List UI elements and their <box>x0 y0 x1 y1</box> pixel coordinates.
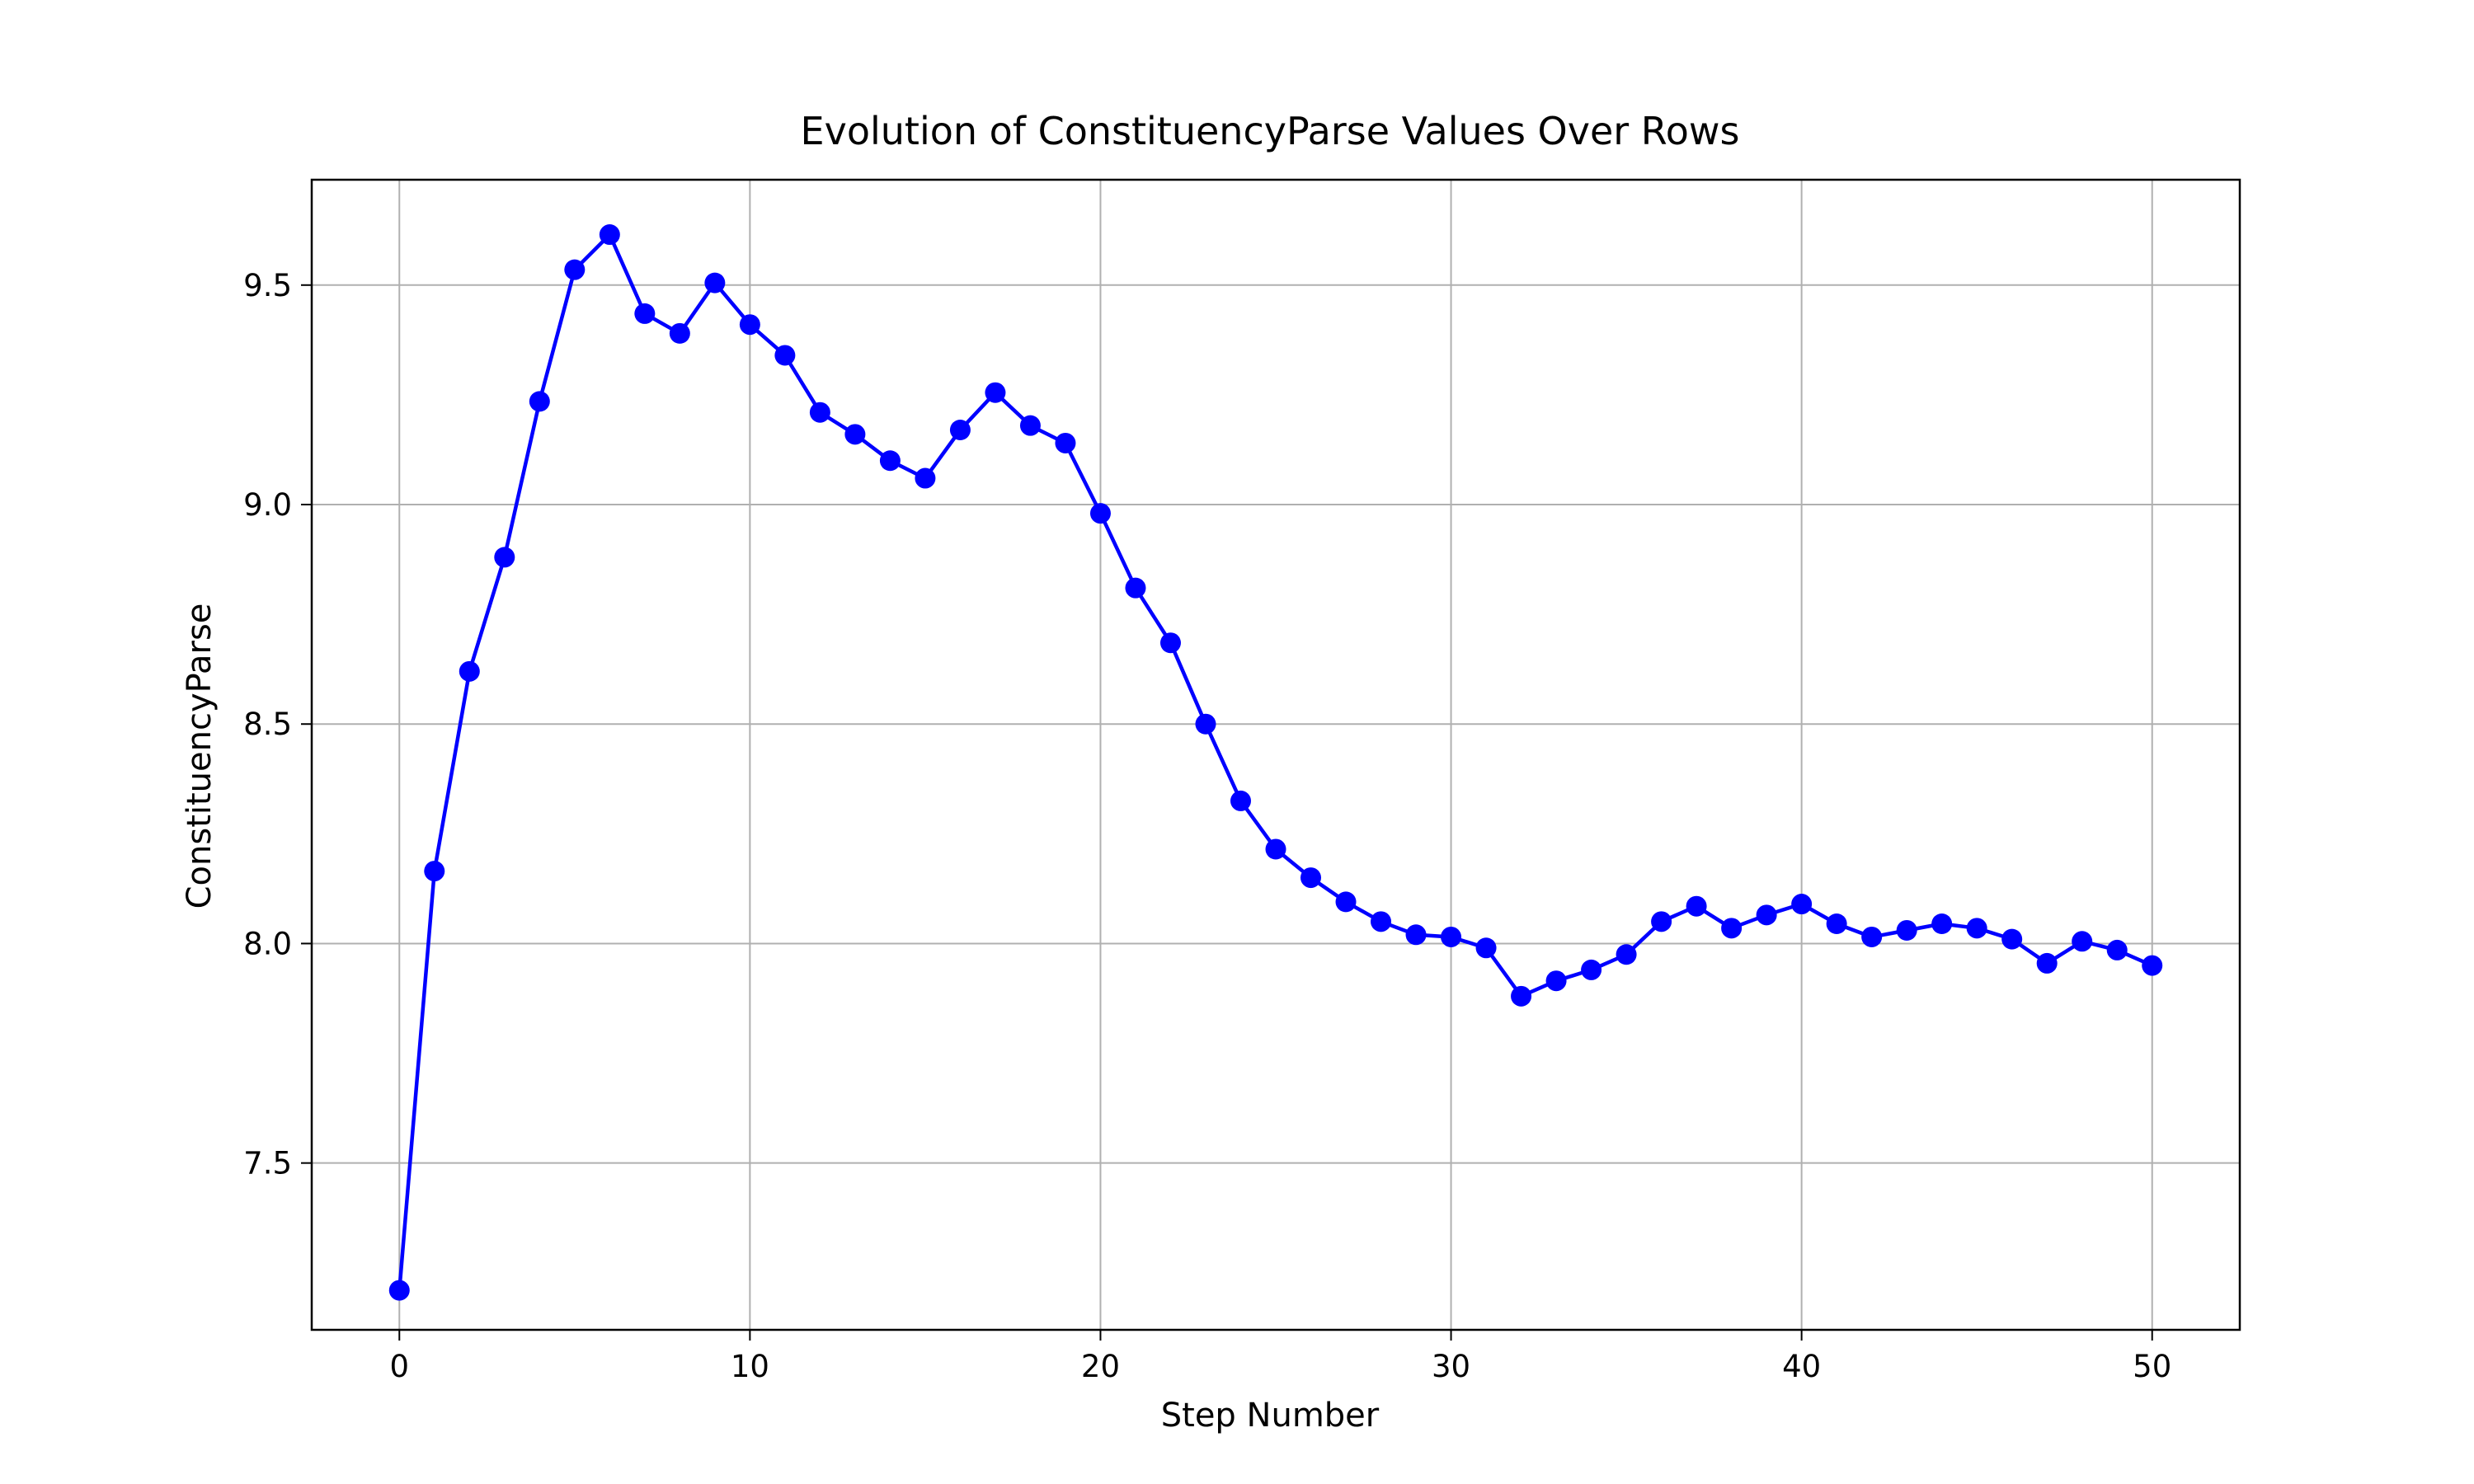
data-point <box>2072 931 2093 952</box>
chart-title: Evolution of ConstituencyParse Values Ov… <box>801 109 1740 153</box>
data-point <box>2106 939 2128 960</box>
data-point <box>424 861 445 882</box>
data-point <box>1055 432 1076 453</box>
data-point <box>1931 913 1953 934</box>
data-point <box>669 322 690 344</box>
data-point <box>1896 919 1917 941</box>
data-point <box>2142 955 2163 976</box>
y-tick-label: 8.5 <box>243 707 292 742</box>
data-point <box>1230 790 1251 811</box>
data-point <box>1125 577 1146 599</box>
data-point <box>1019 415 1041 436</box>
data-point <box>1265 838 1286 860</box>
data-point <box>1441 926 1462 947</box>
data-point <box>704 272 726 294</box>
data-point <box>1335 891 1357 913</box>
data-point <box>564 259 586 280</box>
data-point <box>2036 952 2058 974</box>
x-tick-label: 0 <box>389 1349 409 1384</box>
data-point <box>1511 985 1532 1007</box>
data-point <box>1756 904 1777 926</box>
data-point <box>1545 970 1567 992</box>
y-tick-label: 8.0 <box>243 926 292 961</box>
data-point <box>1405 924 1427 946</box>
data-point <box>1089 503 1111 524</box>
x-tick-label: 50 <box>2133 1349 2171 1384</box>
data-point <box>1686 895 1707 917</box>
data-point <box>1195 713 1216 735</box>
data-point <box>915 467 936 489</box>
data-point <box>1300 867 1322 889</box>
data-point <box>1616 944 1637 965</box>
x-tick-label: 30 <box>1432 1349 1470 1384</box>
y-tick-label: 9.5 <box>243 268 292 303</box>
data-point <box>1861 926 1883 947</box>
x-tick-label: 40 <box>1782 1349 1821 1384</box>
data-point <box>809 402 830 423</box>
data-point <box>774 345 796 366</box>
series-layer <box>388 224 2163 1301</box>
data-point <box>1475 937 1497 959</box>
data-point <box>494 547 515 568</box>
data-point <box>388 1280 410 1301</box>
data-point <box>529 391 550 412</box>
data-point <box>1371 911 1392 932</box>
x-tick-label: 20 <box>1081 1349 1120 1384</box>
data-point <box>844 424 866 445</box>
data-point <box>1159 632 1181 654</box>
data-point <box>634 303 656 324</box>
data-point <box>739 314 760 336</box>
data-point <box>949 419 971 440</box>
x-tick-label: 10 <box>731 1349 769 1384</box>
data-point <box>1651 911 1672 932</box>
data-point <box>1826 913 1847 934</box>
y-tick-label: 7.5 <box>243 1146 292 1181</box>
y-tick-label: 9.0 <box>243 487 292 523</box>
axis-ticks: 0 10 20 30 40 50 7.5 8.0 8.5 9.0 9.5 <box>243 268 2171 1384</box>
data-point <box>985 382 1006 403</box>
data-point <box>1581 959 1602 980</box>
data-point <box>1791 894 1813 915</box>
x-axis-label: Step Number <box>1161 1397 1380 1435</box>
data-point <box>2001 928 2023 950</box>
plot-frame <box>310 178 2241 1331</box>
data-point <box>879 450 901 472</box>
y-axis-label: ConstituencyParse <box>181 603 219 909</box>
data-point <box>1966 918 1987 939</box>
data-point <box>459 660 480 682</box>
data-point <box>1721 918 1743 939</box>
data-point <box>599 224 620 246</box>
